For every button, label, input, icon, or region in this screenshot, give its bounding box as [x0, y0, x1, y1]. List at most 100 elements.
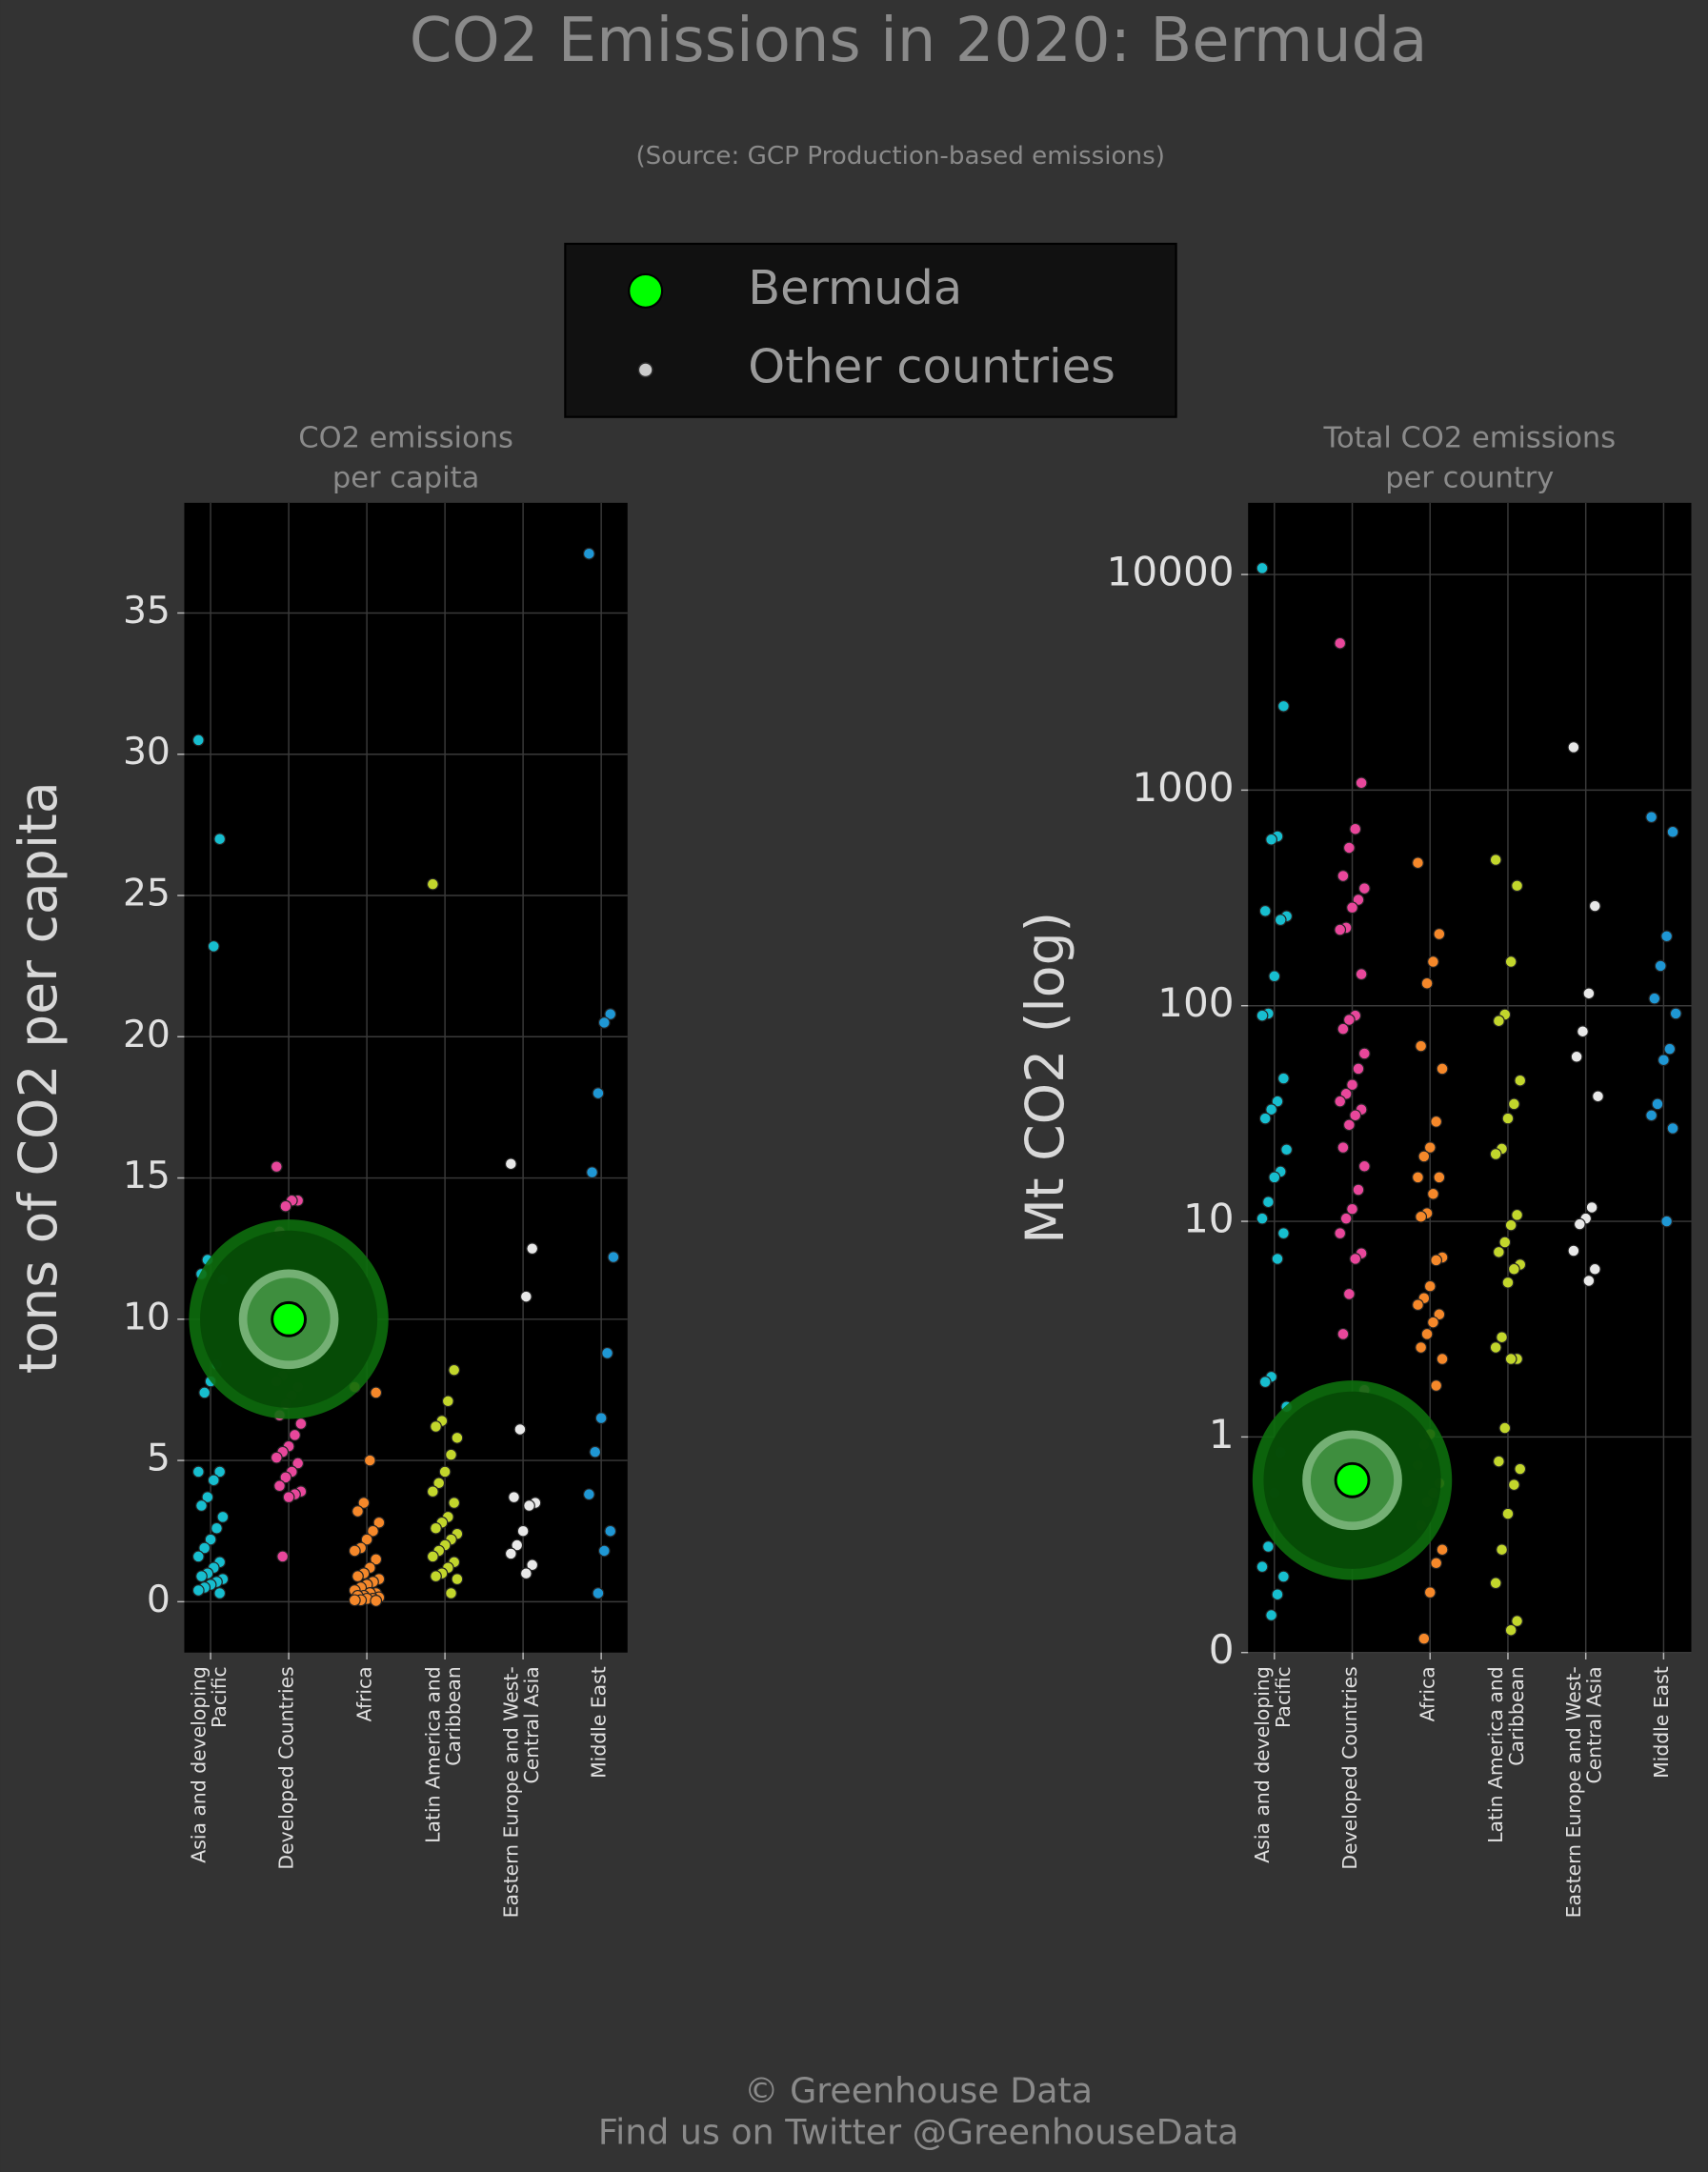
- data-point: [1577, 1025, 1589, 1038]
- data-point: [1420, 976, 1434, 990]
- data-point: [426, 1550, 439, 1563]
- data-point: [426, 877, 439, 891]
- data-point: [451, 1573, 464, 1586]
- data-point: [201, 1491, 214, 1504]
- data-point: [592, 1087, 605, 1099]
- data-point: [370, 1553, 383, 1566]
- data-point: [352, 1505, 364, 1518]
- data-point: [1277, 1072, 1290, 1085]
- data-point: [1433, 1308, 1446, 1321]
- data-point: [363, 1454, 376, 1467]
- data-point: [1645, 1109, 1658, 1122]
- data-point: [1262, 1540, 1275, 1553]
- data-point: [1582, 1275, 1596, 1287]
- data-point: [1336, 1328, 1350, 1340]
- legend-label: Other countries: [748, 339, 1115, 394]
- data-point: [1342, 1118, 1356, 1132]
- data-point: [604, 1008, 617, 1020]
- x-tick-box: Latin America and Caribbean: [1485, 1666, 1529, 1843]
- data-point: [1342, 1014, 1356, 1026]
- data-point: [1346, 901, 1358, 915]
- data-point: [1265, 1103, 1278, 1116]
- data-point: [191, 1584, 205, 1597]
- data-point: [1427, 955, 1439, 968]
- data-point: [348, 1594, 361, 1607]
- data-point: [1489, 854, 1502, 866]
- data-point: [1268, 970, 1281, 983]
- data-point: [1420, 1328, 1434, 1340]
- data-point: [1268, 1171, 1281, 1184]
- data-point: [597, 1544, 611, 1558]
- data-point: [1648, 992, 1661, 1005]
- data-point: [1334, 636, 1347, 650]
- x-tick-box: Africa: [1418, 1666, 1440, 1721]
- x-tick-group: Developed Countries: [276, 1666, 298, 1869]
- data-point: [291, 1457, 305, 1470]
- data-point: [589, 1445, 602, 1458]
- data-point: [582, 1488, 595, 1501]
- data-point: [1433, 928, 1446, 940]
- chart-title: CO2 emissions: [298, 421, 513, 454]
- data-point: [1666, 825, 1679, 838]
- data-point: [592, 1587, 605, 1599]
- data-point: [1669, 1007, 1682, 1020]
- data-point: [1412, 1298, 1424, 1312]
- data-point: [1349, 1253, 1362, 1265]
- x-tick-label: Asia and developing Pacific: [188, 1666, 231, 1863]
- data-point: [1412, 856, 1424, 870]
- data-point: [1585, 1201, 1598, 1214]
- y-tick-label: 10: [123, 1296, 171, 1338]
- data-point: [191, 734, 205, 747]
- data-point: [1427, 1187, 1439, 1200]
- data-point: [1511, 1209, 1523, 1221]
- data-point: [519, 1290, 532, 1303]
- data-point: [360, 1533, 373, 1546]
- data-point: [1336, 1022, 1350, 1036]
- footer: Find us on Twitter @GreenhouseData: [598, 2112, 1238, 2153]
- data-point: [213, 833, 227, 846]
- data-point: [1507, 1097, 1520, 1111]
- x-tick-label: Asia and developing Pacific: [1251, 1666, 1296, 1863]
- data-point: [1349, 822, 1362, 835]
- data-point: [508, 1491, 520, 1504]
- data-point: [1346, 1078, 1358, 1092]
- data-point: [1592, 1090, 1604, 1103]
- y-tick-label: 25: [123, 873, 171, 915]
- y-tick-label: 1: [1209, 1411, 1235, 1458]
- data-point: [1271, 1095, 1284, 1108]
- data-point: [1496, 1543, 1508, 1557]
- data-point: [430, 1570, 442, 1583]
- x-tick-box: Middle East: [1652, 1666, 1674, 1779]
- data-point: [1427, 1316, 1439, 1329]
- x-tick-box: Latin America and Caribbean: [422, 1666, 466, 1843]
- data-point: [1492, 1455, 1505, 1468]
- y-axis-label: Mt CO2 (log): [1015, 912, 1076, 1244]
- data-point: [352, 1570, 364, 1583]
- page-title: CO2 Emissions in 2020: Bermuda: [410, 6, 1428, 76]
- data-point: [1501, 1507, 1515, 1520]
- chart-title: Total CO2 emissions: [1323, 421, 1617, 454]
- y-tick-label: 35: [123, 590, 171, 633]
- data-point: [519, 1567, 532, 1580]
- data-point: [1262, 1196, 1275, 1209]
- data-point: [604, 1524, 617, 1538]
- data-point: [1357, 882, 1371, 895]
- data-point: [504, 1547, 517, 1560]
- data-point: [1430, 1557, 1443, 1570]
- data-point: [1492, 1015, 1505, 1028]
- data-point: [448, 1497, 461, 1509]
- x-tick-group: Asia and developing Pacific: [188, 1666, 231, 1863]
- data-point: [430, 1521, 442, 1535]
- chart-title: per capita: [332, 462, 479, 495]
- data-point: [523, 1499, 535, 1512]
- data-point: [1280, 1143, 1294, 1156]
- data-point: [273, 1479, 286, 1493]
- x-tick-label: Eastern Europe and West-Central Asia: [1562, 1666, 1607, 1919]
- data-point: [1514, 1462, 1527, 1476]
- data-point: [1423, 1279, 1437, 1293]
- data-point: [1342, 841, 1356, 855]
- x-tick-group: Developed Countries: [1340, 1666, 1362, 1869]
- data-point: [432, 1477, 446, 1490]
- data-point: [1567, 741, 1580, 754]
- data-point: [511, 1538, 524, 1552]
